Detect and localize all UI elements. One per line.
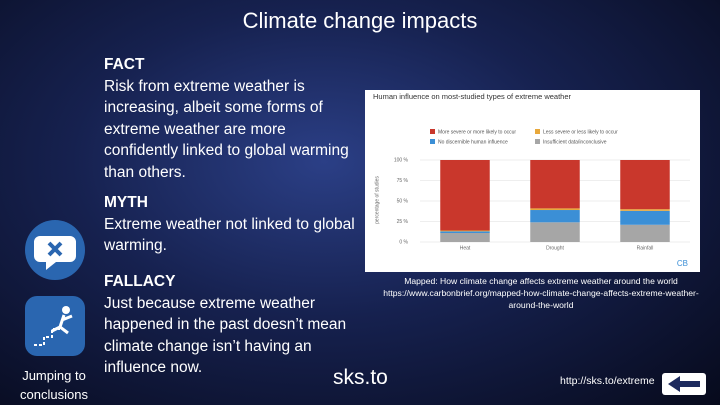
legend-label: No discernible human influence xyxy=(438,139,508,145)
bar-segment xyxy=(620,210,670,225)
legend-swatch xyxy=(430,129,435,134)
legend-label: Insufficient data/inconclusive xyxy=(543,139,607,145)
fact-text: Risk from extreme weather is increasing,… xyxy=(104,77,349,181)
legend-swatch xyxy=(430,139,435,144)
fact-heading: FACT xyxy=(104,56,145,73)
x-tick-label: Rainfall xyxy=(637,245,654,251)
fallacy-heading: FALLACY xyxy=(104,273,176,290)
legend-swatch xyxy=(535,139,540,144)
x-tick-label: Drought xyxy=(546,245,564,251)
chart: Human influence on most-studied types of… xyxy=(365,90,700,272)
bar-segment xyxy=(620,209,670,211)
myth-heading: MYTH xyxy=(104,194,148,211)
bar-segment xyxy=(440,230,490,232)
y-axis-label: percentage of studies xyxy=(374,176,380,224)
fact: FACT Risk from extreme weather is increa… xyxy=(104,54,362,183)
back-arrow xyxy=(668,376,700,392)
caption: Mapped: How climate change affects extre… xyxy=(383,276,699,310)
logo: sks.to xyxy=(333,366,388,389)
bar-segment xyxy=(440,231,490,233)
fallacy-name: Jumping to conclusions xyxy=(20,368,88,402)
speech-bubble xyxy=(34,236,76,270)
chart-brand: CB xyxy=(677,259,688,268)
bar-segment xyxy=(530,160,580,209)
bar-segment xyxy=(620,160,670,210)
slide-title: Climate change impacts xyxy=(242,8,478,33)
fallacy-text: Just because extreme weather happened in… xyxy=(104,294,347,377)
cross xyxy=(47,241,63,257)
myth-text: Extreme weather not linked to global war… xyxy=(104,215,355,255)
legend-swatch xyxy=(535,129,540,134)
y-tick-label: 75 % xyxy=(397,178,409,184)
bar-segment xyxy=(440,160,490,231)
y-tick-label: 0 % xyxy=(399,239,408,245)
bar-segment xyxy=(530,210,580,223)
chart-title: Human influence on most-studied types of… xyxy=(373,92,572,101)
legend-label: More severe or more likely to occur xyxy=(438,129,516,135)
y-tick-label: 50 % xyxy=(397,198,409,204)
bar-segment xyxy=(530,222,580,242)
y-tick-label: 100 % xyxy=(394,157,409,163)
x-tick-label: Heat xyxy=(460,245,471,251)
y-tick-label: 25 % xyxy=(397,219,409,225)
fallacy-icon xyxy=(25,296,85,356)
jumper-head xyxy=(62,306,70,314)
bar-segment xyxy=(620,224,670,242)
url[interactable]: http://sks.to/extreme xyxy=(560,375,655,387)
myth: MYTH Extreme weather not linked to globa… xyxy=(104,192,362,257)
legend-label: Less severe or less likely to occur xyxy=(543,129,618,135)
fallacy: FALLACY Just because extreme weather hap… xyxy=(104,271,362,379)
bar-segment xyxy=(440,232,490,242)
jumper-body xyxy=(51,314,73,335)
bar-segment xyxy=(530,208,580,211)
